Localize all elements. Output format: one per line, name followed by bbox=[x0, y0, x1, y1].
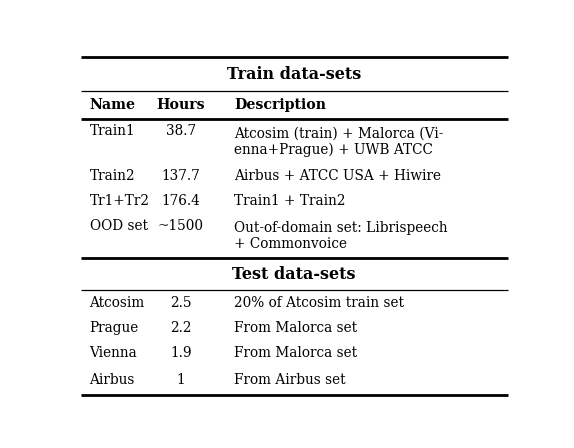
Text: From Malorca set: From Malorca set bbox=[234, 321, 357, 335]
Text: Airbus: Airbus bbox=[90, 373, 135, 387]
Text: 2.2: 2.2 bbox=[170, 321, 192, 335]
Text: Prague: Prague bbox=[90, 321, 139, 335]
Text: Train data-sets: Train data-sets bbox=[227, 65, 361, 82]
Text: Name: Name bbox=[90, 98, 135, 112]
Text: 1: 1 bbox=[176, 373, 185, 387]
Text: 38.7: 38.7 bbox=[166, 125, 196, 138]
Text: ~1500: ~1500 bbox=[158, 219, 204, 233]
Text: Vienna: Vienna bbox=[90, 345, 137, 360]
Text: 2.5: 2.5 bbox=[170, 296, 192, 310]
Text: Hours: Hours bbox=[157, 98, 205, 112]
Text: Description: Description bbox=[234, 98, 326, 112]
Text: 1.9: 1.9 bbox=[170, 345, 192, 360]
Text: 20% of Atcosim train set: 20% of Atcosim train set bbox=[234, 296, 404, 310]
Text: OOD set: OOD set bbox=[90, 219, 148, 233]
Text: From Airbus set: From Airbus set bbox=[234, 373, 346, 387]
Text: Tr1+Tr2: Tr1+Tr2 bbox=[90, 194, 150, 208]
Text: From Malorca set: From Malorca set bbox=[234, 345, 357, 360]
Text: Airbus + ATCC USA + Hiwire: Airbus + ATCC USA + Hiwire bbox=[234, 169, 441, 183]
Text: Atcosim: Atcosim bbox=[90, 296, 145, 310]
Text: 137.7: 137.7 bbox=[161, 169, 200, 183]
Text: Test data-sets: Test data-sets bbox=[232, 266, 356, 283]
Text: Train2: Train2 bbox=[90, 169, 135, 183]
Text: 176.4: 176.4 bbox=[161, 194, 200, 208]
Text: Out-of-domain set: Librispeech
+ Commonvoice: Out-of-domain set: Librispeech + Commonv… bbox=[234, 221, 448, 251]
Text: Train1 + Train2: Train1 + Train2 bbox=[234, 194, 346, 208]
Text: Atcosim (train) + Malorca (Vi-
enna+Prague) + UWB ATCC: Atcosim (train) + Malorca (Vi- enna+Prag… bbox=[234, 126, 444, 157]
Text: Train1: Train1 bbox=[90, 125, 135, 138]
